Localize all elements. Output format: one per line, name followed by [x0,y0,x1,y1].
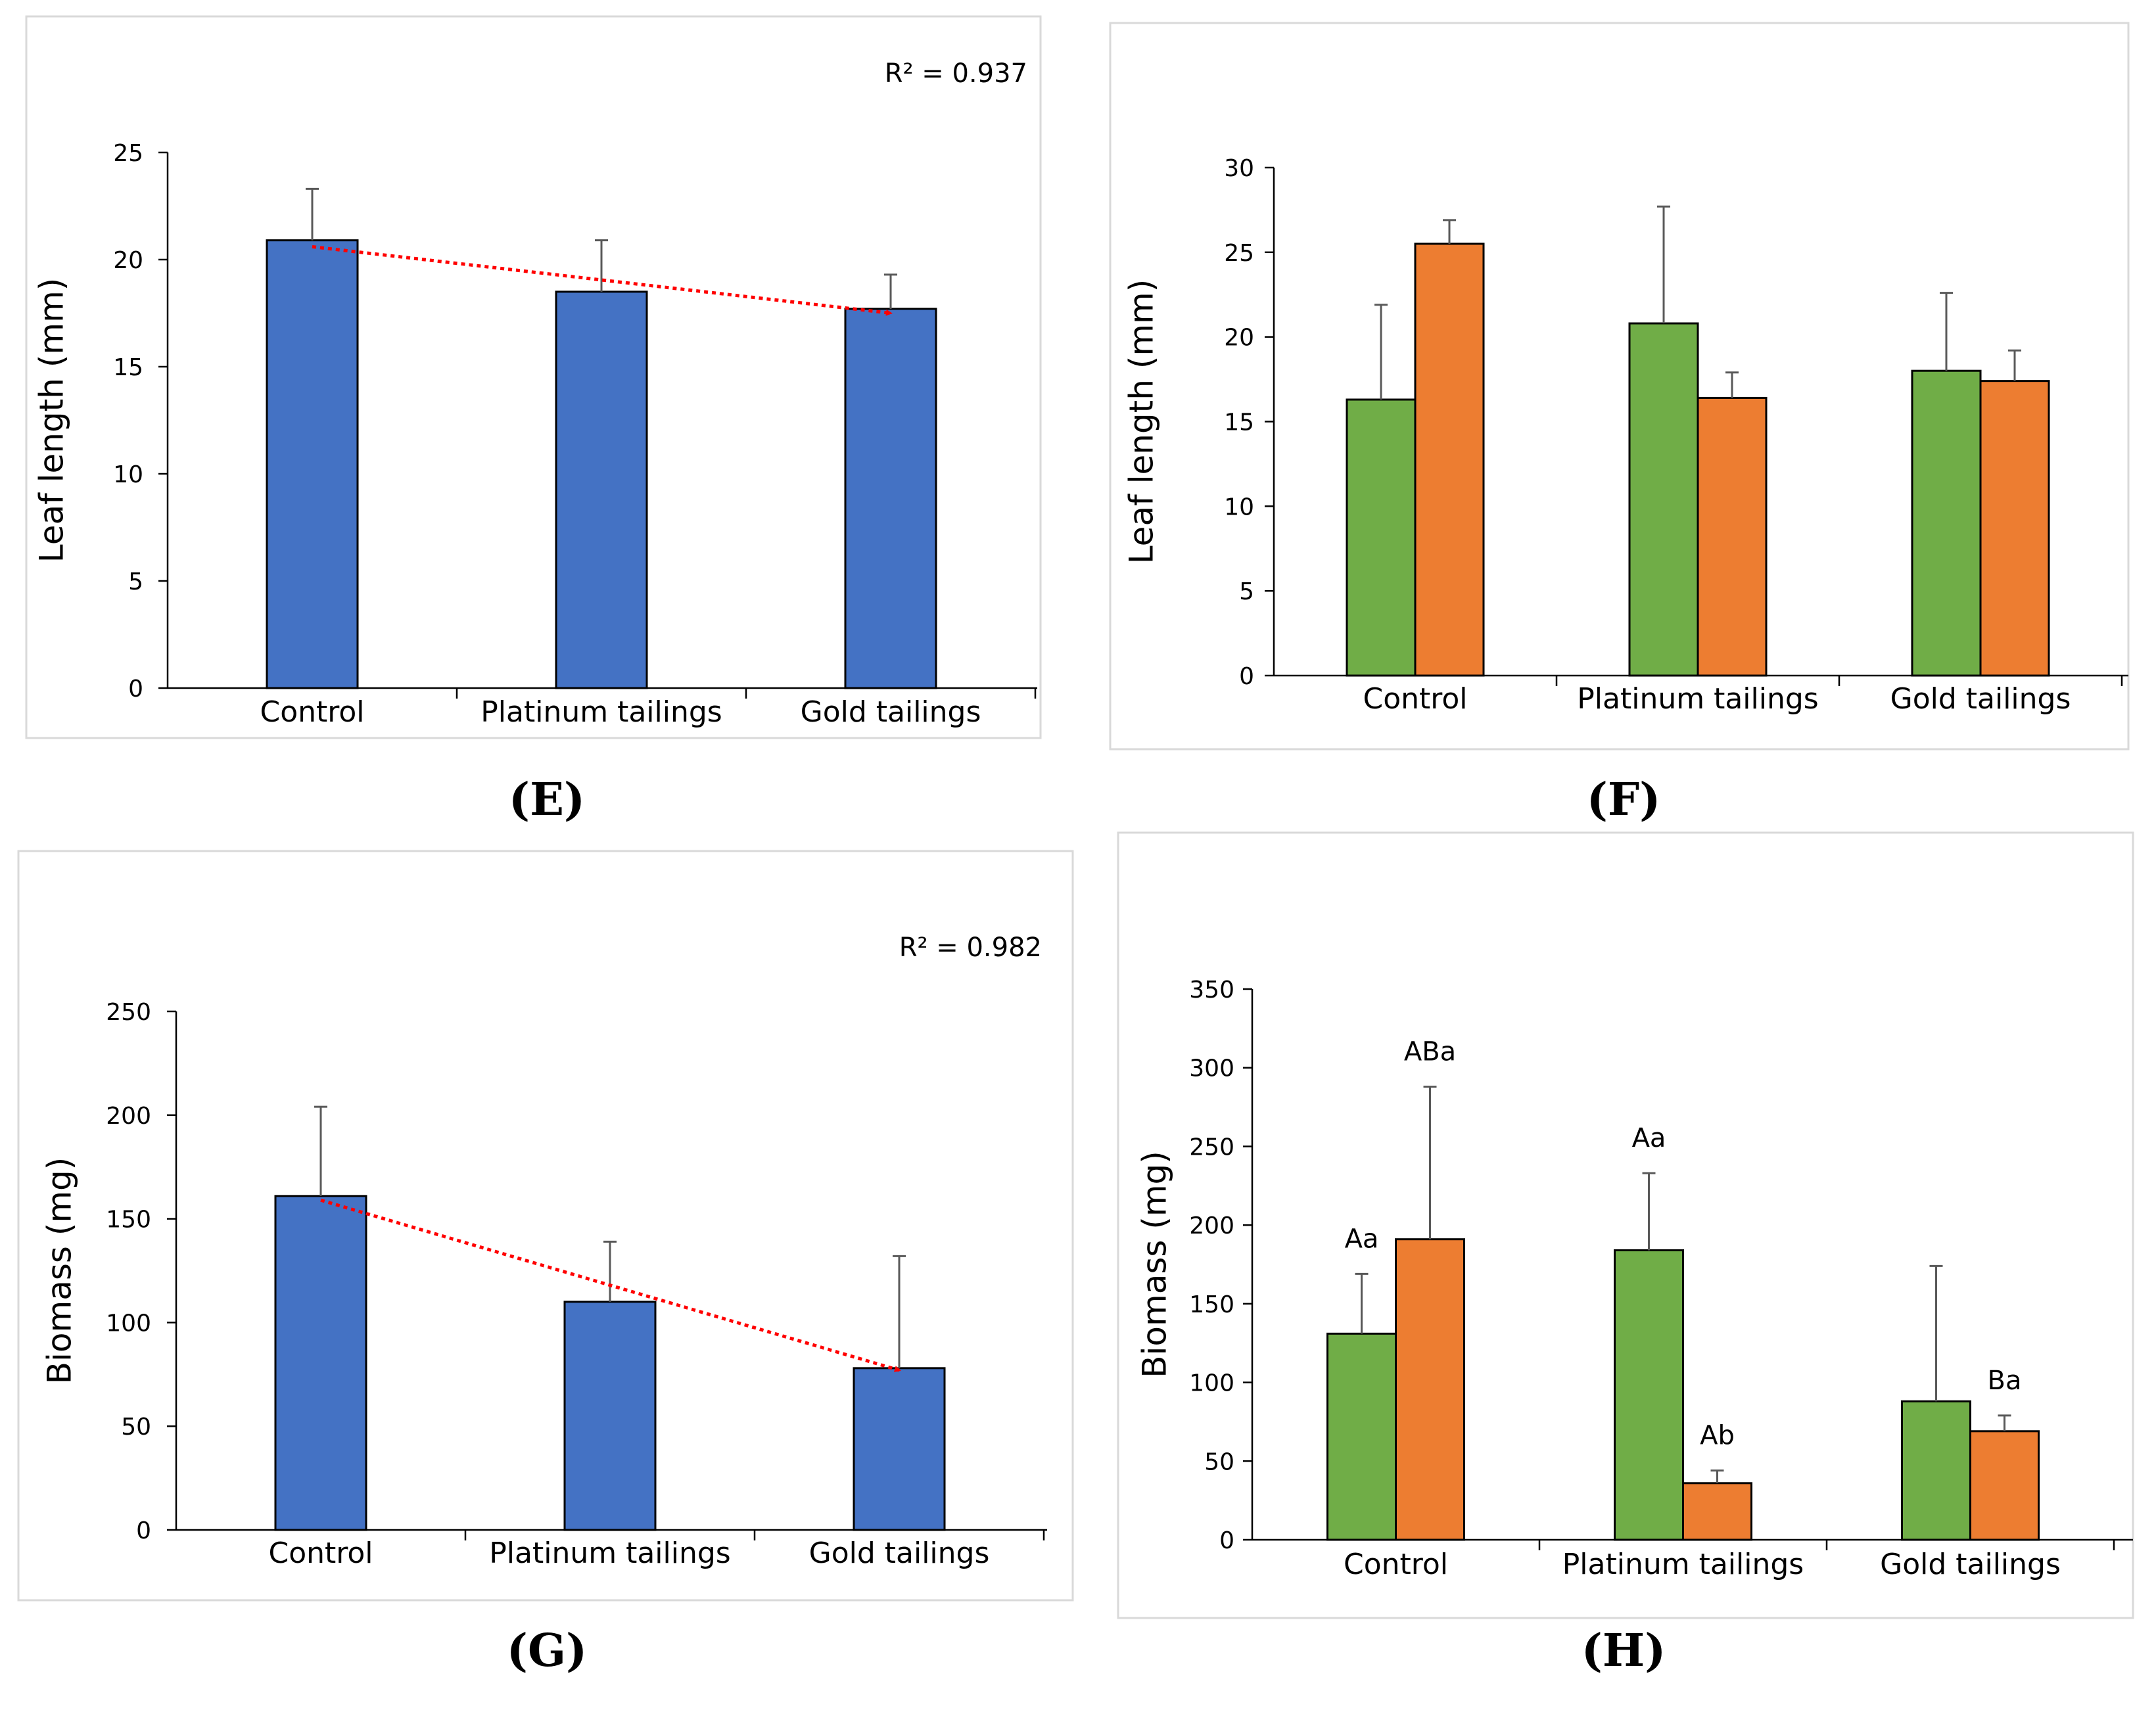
r-squared-label: R² = 0.982 [899,933,1042,963]
y-tick-label: 5 [1239,578,1254,605]
panel-frame [25,15,1042,739]
y-tick-label: 0 [1239,663,1254,690]
significance-label: Aa [1345,1224,1379,1254]
y-axis-label: Leaf length (mm) [1123,279,1161,565]
chart-panel-e: 0 5 10 15 20 25 Leaf length (mm) Control Platinu… [25,15,1042,826]
bar [1682,1482,1752,1541]
y-tick-label: 15 [1224,409,1254,436]
bar [555,290,648,689]
y-tick-label: 150 [106,1207,151,1234]
bar [1979,380,2050,677]
y-tick-label: 20 [113,247,143,274]
y-tick-label: 20 [1224,325,1254,352]
y-tick-label: 300 [1189,1055,1234,1082]
y-tick-label: 10 [113,461,143,488]
panel-label: (H) [1582,1625,1666,1677]
y-tick-label: 100 [1189,1370,1234,1397]
x-category-label: Gold tailings [1880,1548,2061,1581]
panel-label: (G) [507,1625,587,1677]
y-tick-label: 250 [1189,1134,1234,1161]
chart-panels: 0 5 10 15 20 25 Leaf length (mm) Control Platinu… [17,15,2134,1677]
x-category-label: Gold tailings [1890,682,2071,716]
trendline [320,1198,901,1372]
panel-label: (E) [509,774,585,826]
y-tick-label: 0 [136,1517,151,1544]
bar [1969,1430,2040,1541]
panel-frame [1117,831,2134,1619]
y-tick-label: 30 [1224,155,1254,182]
y-tick-label: 0 [1219,1527,1234,1554]
y-tick-label: 50 [1204,1448,1234,1475]
bar [1901,1400,1971,1541]
y-tick-label: 50 [121,1414,151,1441]
r-squared-label: R² = 0.937 [885,58,1027,89]
x-category-label: Platinum tailings [480,695,722,729]
significance-label: Ba [1988,1366,2022,1396]
chart-panel-g: 0 50 100 150 200 250 Biomass (mg) Control Platin… [17,850,1074,1677]
panel-label: (F) [1587,774,1661,826]
panel-frame [17,850,1074,1602]
y-tick-label: 5 [128,568,143,595]
x-category-label: Control [1344,1548,1448,1581]
bar [1414,243,1485,677]
panel-frame [1109,22,2130,751]
chart-panel-h: 0 50 100 150 200 250 300 350 Biomass (mg) Control… [1117,831,2134,1677]
y-tick-label: 25 [1224,240,1254,267]
y-tick-label: 100 [106,1310,151,1337]
y-tick-label: 150 [1189,1291,1234,1318]
bar [844,308,937,689]
y-tick-label: 15 [113,354,143,381]
bar [1395,1238,1465,1541]
y-tick-label: 200 [106,1103,151,1130]
significance-label: Aa [1632,1123,1666,1153]
trendline [312,244,893,316]
y-tick-label: 10 [1224,494,1254,520]
y-tick-label: 0 [128,676,143,703]
bar [1346,398,1417,677]
x-category-label: Platinum tailings [1577,682,1818,716]
x-category-label: Gold tailings [809,1537,990,1570]
y-tick-label: 25 [113,140,143,167]
bar [1628,322,1699,677]
x-category-label: Control [268,1537,373,1570]
x-category-label: Control [260,695,364,729]
bar [1326,1332,1397,1541]
x-category-label: Gold tailings [801,695,981,729]
x-category-label: Platinum tailings [1562,1548,1804,1581]
bar [563,1301,657,1531]
bar [1911,369,1982,677]
bar [266,239,359,689]
chart-panel-f: 0 5 10 15 20 25 30 Leaf length (mm) Control Plati… [1109,22,2130,826]
bar [274,1195,367,1531]
bar [1697,396,1768,677]
bar [853,1367,946,1531]
bar [1614,1249,1684,1541]
y-tick-label: 350 [1189,977,1234,1004]
y-axis-label: Biomass (mg) [41,1157,79,1385]
y-axis-label: Biomass (mg) [1136,1151,1174,1378]
y-tick-label: 250 [106,999,151,1026]
y-tick-label: 200 [1189,1213,1234,1239]
significance-label: Ab [1700,1421,1735,1451]
y-axis-label: Leaf length (mm) [33,278,71,563]
x-category-label: Control [1363,682,1467,716]
x-category-label: Platinum tailings [489,1537,730,1570]
significance-label: ABa [1404,1036,1456,1067]
